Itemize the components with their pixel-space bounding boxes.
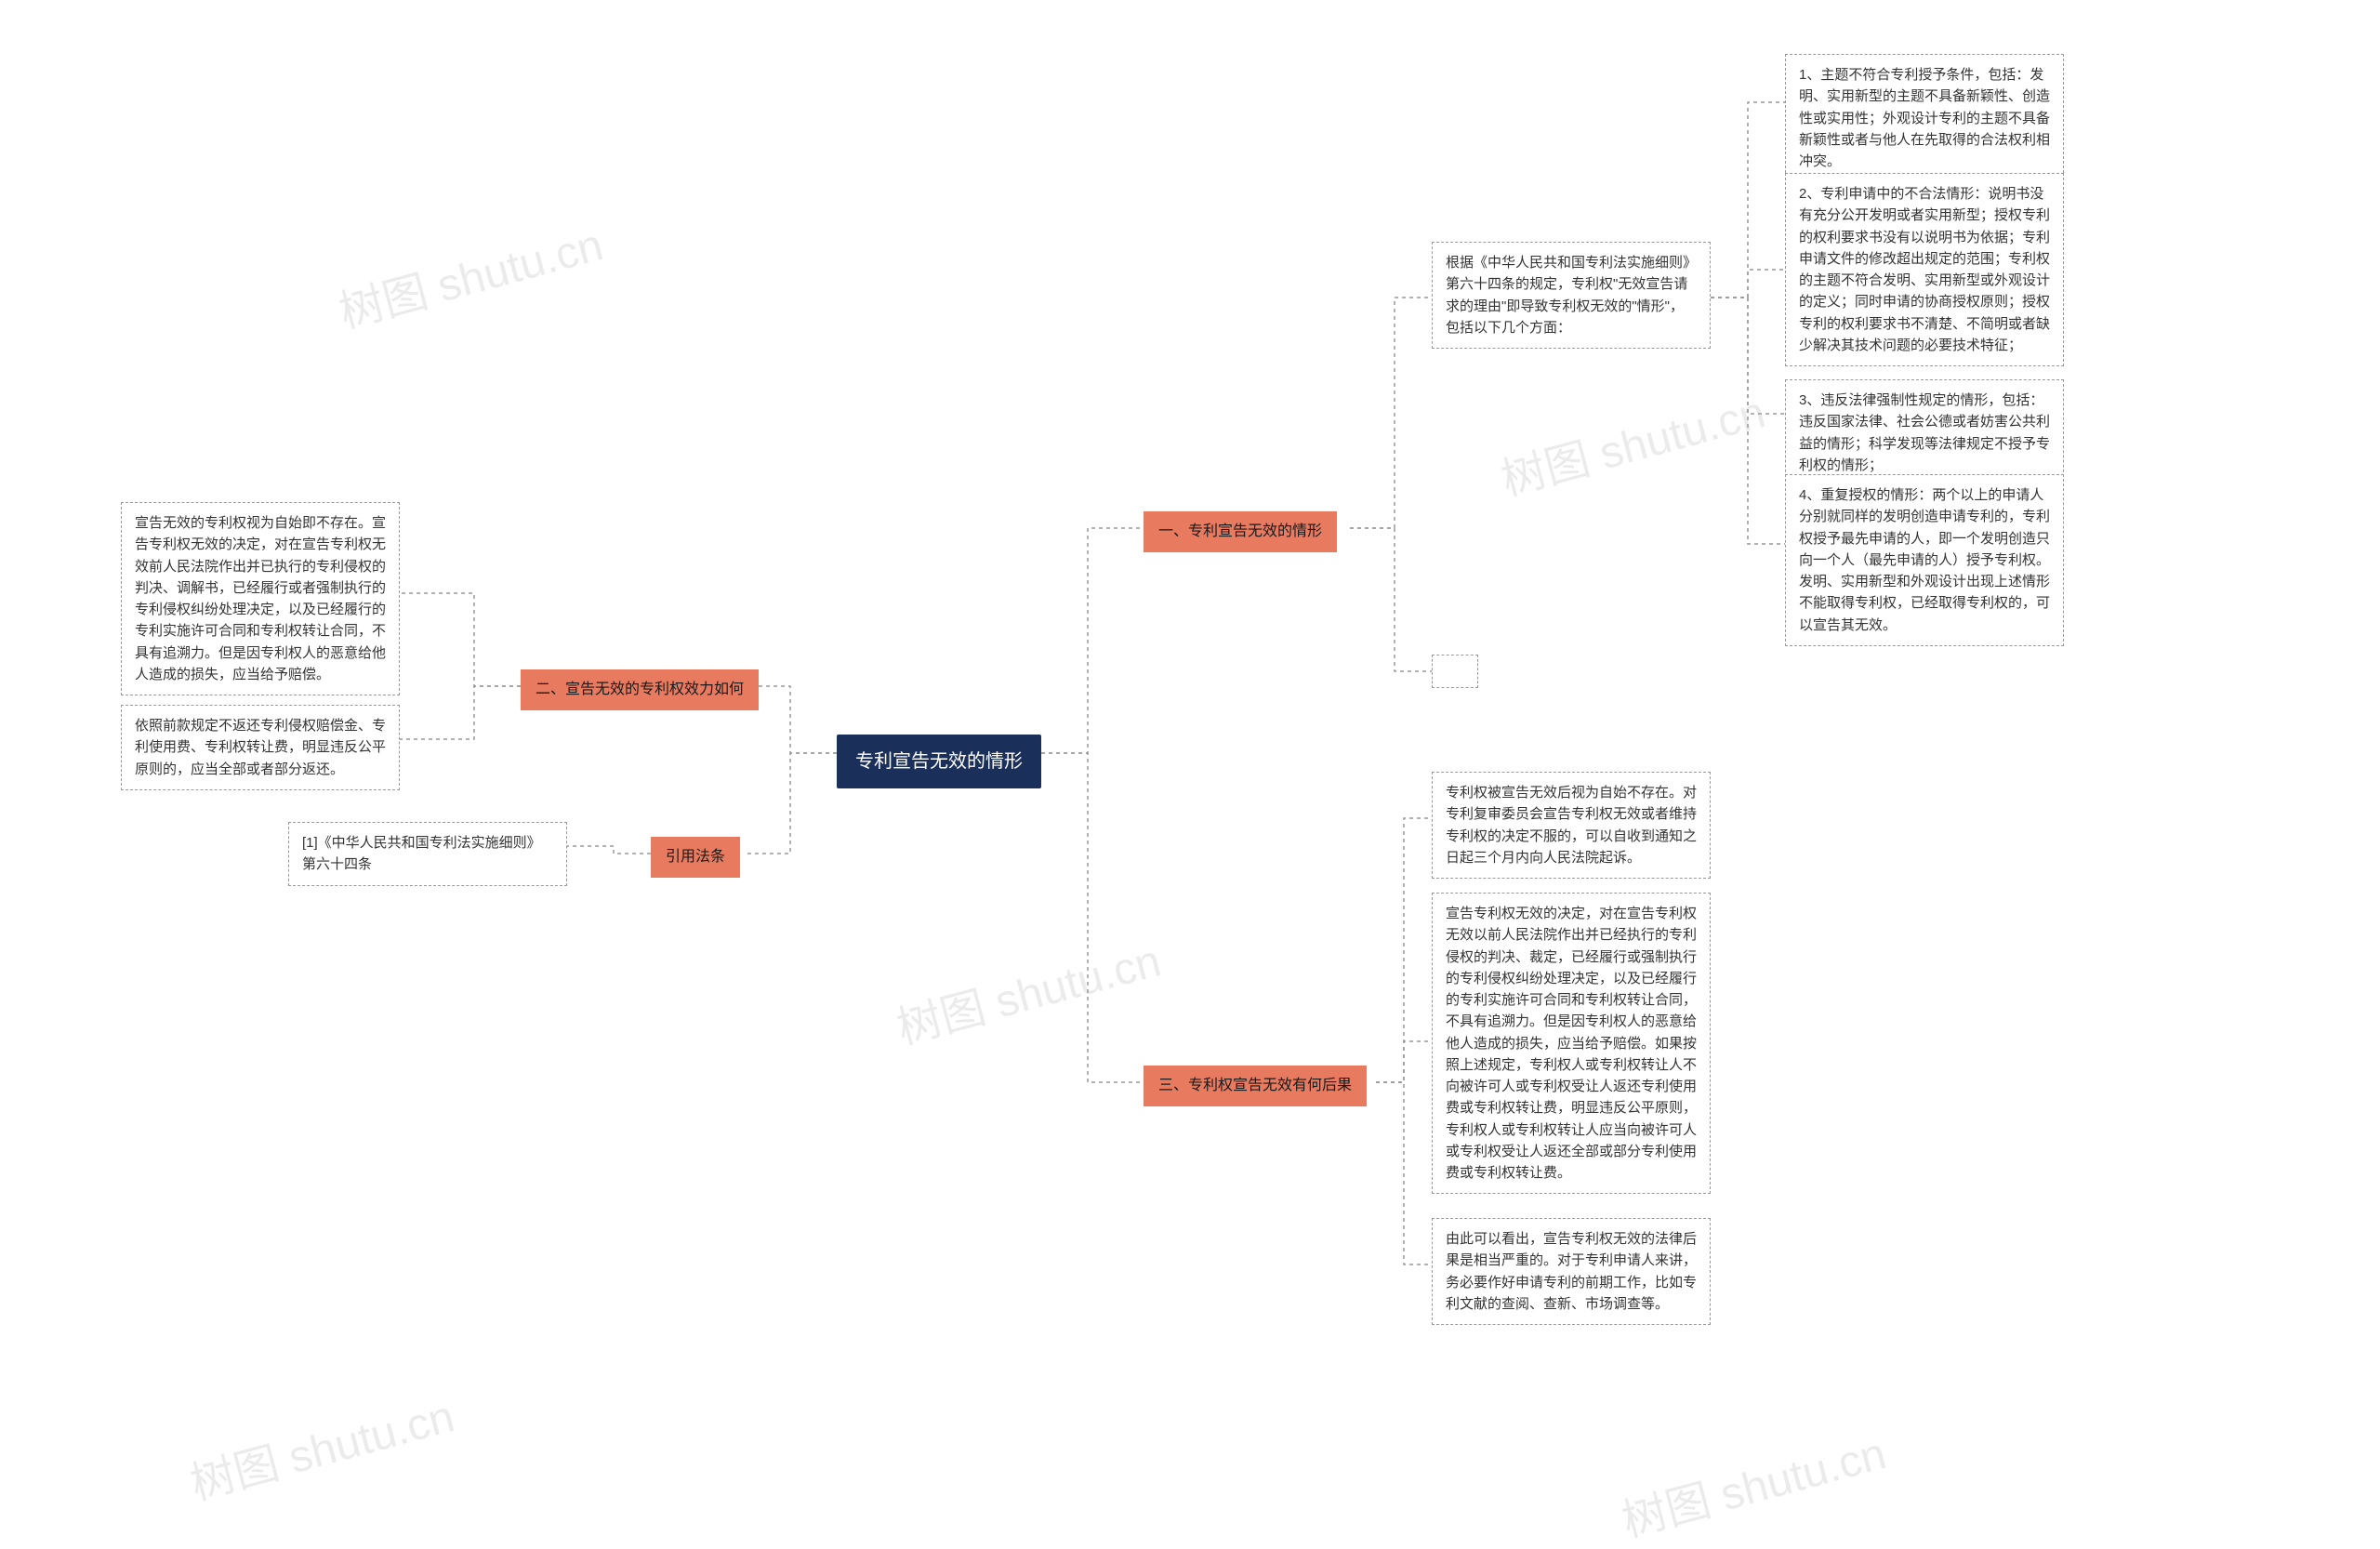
branch-2-child-1[interactable]: 宣告无效的专利权视为自始即不存在。宣告专利权无效的决定，对在宣告专利权无效前人民… (121, 502, 400, 695)
watermark: 树图 shutu.cn (331, 208, 609, 341)
branch-2[interactable]: 二、宣告无效的专利权效力如何 (521, 669, 759, 710)
branch-2-child-2[interactable]: 依照前款规定不返还专利侵权赔偿金、专利使用费、专利权转让费，明显违反公平原则的，… (121, 705, 400, 790)
branch-1-child-1[interactable]: 根据《中华人民共和国专利法实施细则》第六十四条的规定，专利权"无效宣告请求的理由… (1432, 242, 1711, 349)
branch-3-child-2[interactable]: 宣告专利权无效的决定，对在宣告专利权无效以前人民法院作出并已经执行的专利侵权的判… (1432, 893, 1711, 1194)
branch-4-child-1[interactable]: [1]《中华人民共和国专利法实施细则》 第六十四条 (288, 822, 567, 886)
branch-1-grandchild-3[interactable]: 3、违反法律强制性规定的情形，包括：违反国家法律、社会公德或者妨害公共利益的情形… (1785, 379, 2064, 486)
branch-1-grandchild-2[interactable]: 2、专利申请中的不合法情形：说明书没有充分公开发明或者实用新型；授权专利的权利要… (1785, 173, 2064, 366)
watermark: 树图 shutu.cn (1614, 1417, 1892, 1549)
mindmap-root[interactable]: 专利宣告无效的情形 (837, 735, 1041, 788)
branch-4[interactable]: 引用法条 (651, 837, 740, 878)
branch-3[interactable]: 三、专利权宣告无效有何后果 (1144, 1066, 1367, 1106)
branch-1[interactable]: 一、专利宣告无效的情形 (1144, 511, 1337, 552)
watermark: 树图 shutu.cn (1493, 376, 1771, 509)
branch-3-child-3[interactable]: 由此可以看出，宣告专利权无效的法律后果是相当严重的。对于专利申请人来讲，务必要作… (1432, 1218, 1711, 1325)
watermark: 树图 shutu.cn (889, 924, 1167, 1057)
branch-1-grandchild-4[interactable]: 4、重复授权的情形：两个以上的申请人分别就同样的发明创造申请专利的，专利权授予最… (1785, 474, 2064, 646)
branch-1-grandchild-1[interactable]: 1、主题不符合专利授予条件，包括：发明、实用新型的主题不具备新颖性、创造性或实用… (1785, 54, 2064, 182)
branch-3-child-1[interactable]: 专利权被宣告无效后视为自始不存在。对专利复审委员会宣告专利权无效或者维持专利权的… (1432, 772, 1711, 879)
branch-1-child-2-empty[interactable] (1432, 655, 1478, 688)
watermark: 树图 shutu.cn (182, 1380, 460, 1513)
